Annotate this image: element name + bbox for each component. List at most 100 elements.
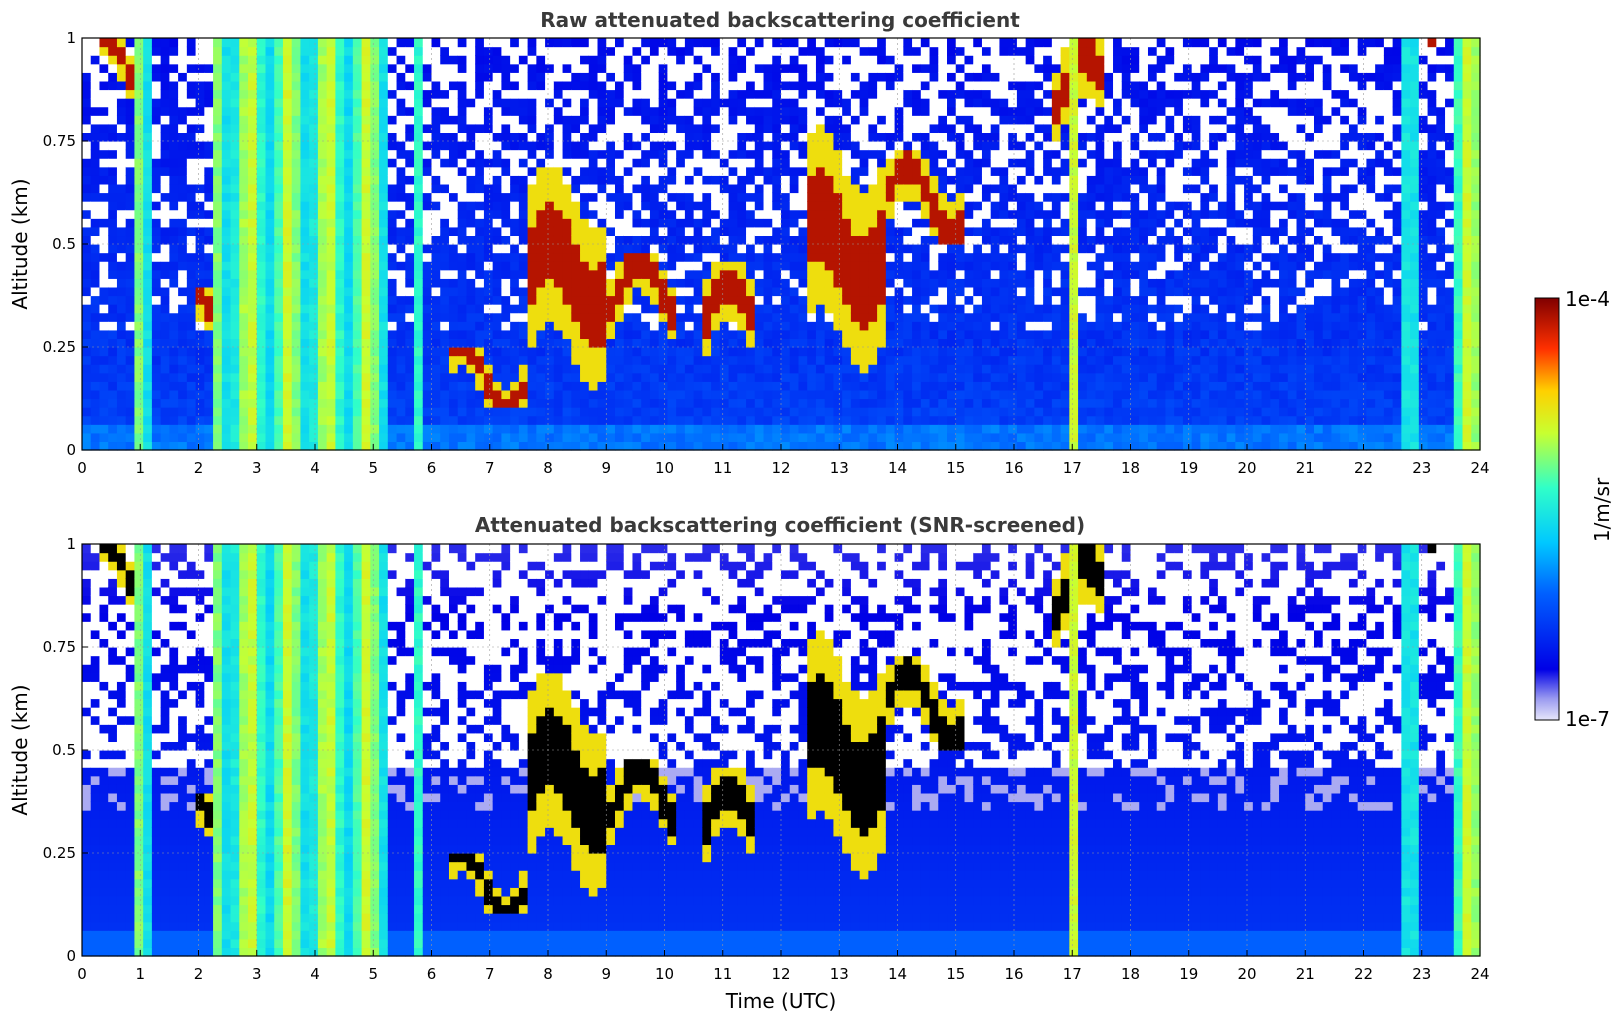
heatmap-cell xyxy=(108,106,118,116)
heatmap-cell xyxy=(309,38,319,48)
heatmap-cell xyxy=(763,63,773,73)
heatmap-cell xyxy=(448,158,459,168)
heatmap-cell xyxy=(370,209,380,219)
heatmap-cell xyxy=(344,424,354,434)
heatmap-cell xyxy=(82,321,92,331)
heatmap-cell xyxy=(256,321,267,331)
heatmap-cell xyxy=(169,389,179,400)
heatmap-cell xyxy=(160,364,170,374)
heatmap-cell xyxy=(938,132,948,142)
heatmap-cell xyxy=(361,364,371,374)
heatmap-cell xyxy=(868,355,878,365)
heatmap-cell xyxy=(282,106,293,116)
heatmap-cell xyxy=(125,158,136,168)
heatmap-cell xyxy=(894,441,904,451)
heatmap-cell xyxy=(649,46,660,56)
heatmap-cell xyxy=(580,46,590,56)
heatmap-cell xyxy=(108,407,118,417)
heatmap-cell xyxy=(379,312,389,322)
heatmap-cell xyxy=(606,261,616,271)
heatmap-cell xyxy=(789,46,800,56)
heatmap-cell xyxy=(842,304,852,314)
heatmap-cell xyxy=(431,98,441,108)
heatmap-cell xyxy=(562,175,572,185)
heatmap-cell xyxy=(195,63,205,73)
heatmap-cell xyxy=(719,192,730,202)
heatmap-cell xyxy=(300,141,310,151)
heatmap-cell xyxy=(833,286,843,297)
heatmap-cell xyxy=(291,338,302,348)
heatmap-cell xyxy=(833,46,843,56)
heatmap-cell xyxy=(422,149,433,159)
heatmap-cell xyxy=(527,347,537,357)
heatmap-cell xyxy=(807,192,817,202)
heatmap-cell xyxy=(728,355,738,365)
heatmap-cell xyxy=(291,347,302,357)
heatmap-cell xyxy=(422,235,433,245)
heatmap-cell xyxy=(396,286,406,297)
heatmap-cell xyxy=(160,98,170,108)
heatmap-cell xyxy=(929,123,939,134)
heatmap-cell xyxy=(763,252,773,262)
heatmap-cell xyxy=(746,89,756,99)
heatmap-cell xyxy=(938,141,948,151)
heatmap-cell xyxy=(903,55,913,65)
heatmap-cell xyxy=(457,106,468,116)
heatmap-cell xyxy=(256,432,267,443)
heatmap-cell xyxy=(335,38,345,48)
heatmap-cell xyxy=(920,398,931,408)
heatmap-cell xyxy=(772,149,782,159)
heatmap-cell xyxy=(335,415,345,425)
heatmap-cell xyxy=(134,398,144,408)
heatmap-cell xyxy=(614,355,625,365)
heatmap-cell xyxy=(248,38,258,48)
heatmap-cell xyxy=(213,432,223,443)
heatmap-cell xyxy=(440,261,450,271)
heatmap-cell xyxy=(649,364,660,374)
heatmap-cell xyxy=(973,115,983,125)
heatmap-cell xyxy=(379,80,389,91)
heatmap-cell xyxy=(842,132,852,142)
heatmap-cell xyxy=(798,183,808,194)
heatmap-cell xyxy=(483,364,494,374)
heatmap-cell xyxy=(711,72,721,82)
heatmap-cell xyxy=(772,132,782,142)
heatmap-cell xyxy=(518,106,529,116)
heatmap-cell xyxy=(606,389,616,400)
heatmap-cell xyxy=(230,98,240,108)
heatmap-cell xyxy=(545,183,555,194)
heatmap-cell xyxy=(955,329,966,340)
heatmap-cell xyxy=(912,201,922,211)
heatmap-cell xyxy=(973,347,983,357)
heatmap-cell xyxy=(326,286,336,297)
heatmap-cell xyxy=(536,158,546,168)
heatmap-cell xyxy=(894,89,904,99)
heatmap-cell xyxy=(623,183,634,194)
heatmap-cell xyxy=(186,381,197,391)
heatmap-cell xyxy=(798,209,808,219)
heatmap-cell xyxy=(877,432,887,443)
heatmap-cell xyxy=(684,46,695,56)
heatmap-cell xyxy=(396,355,406,365)
heatmap-cell xyxy=(501,381,511,391)
heatmap-cell xyxy=(361,132,371,142)
heatmap-cell xyxy=(518,252,529,262)
heatmap-cell xyxy=(614,372,625,382)
heatmap-cell xyxy=(728,244,738,254)
heatmap-cell xyxy=(789,235,800,245)
heatmap-cell xyxy=(309,295,319,305)
heatmap-cell xyxy=(929,304,939,314)
heatmap-cell xyxy=(536,72,546,82)
heatmap-cell xyxy=(108,115,118,125)
heatmap-cell xyxy=(90,89,101,99)
heatmap-cell xyxy=(239,158,249,168)
heatmap-cell xyxy=(396,38,406,48)
heatmap-cell xyxy=(501,201,511,211)
heatmap-cell xyxy=(379,106,389,116)
heatmap-cell xyxy=(178,278,188,288)
heatmap-cell xyxy=(885,329,896,340)
heatmap-cell xyxy=(344,295,354,305)
heatmap-cell xyxy=(169,338,179,348)
heatmap-cell xyxy=(370,141,380,151)
heatmap-cell xyxy=(632,192,642,202)
